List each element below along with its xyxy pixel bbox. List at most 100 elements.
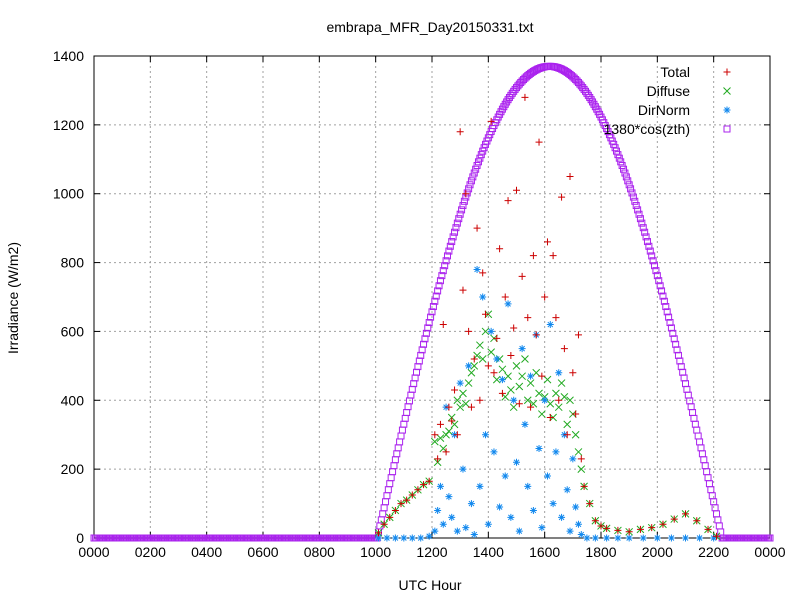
dirnorm-point: [493, 355, 501, 363]
dirnorm-point: [566, 527, 574, 535]
dirnorm-point: [591, 534, 599, 542]
clear-sky-point: [639, 224, 647, 232]
clear-sky-point: [400, 420, 408, 428]
total-point: [693, 517, 701, 525]
dirnorm-point: [479, 293, 487, 301]
total-series: [374, 93, 720, 540]
dirnorm-point: [549, 500, 557, 508]
dirnorm-point: [569, 455, 577, 463]
dirnorm-point: [484, 520, 492, 528]
total-point: [482, 310, 490, 318]
clear-sky-point: [629, 193, 637, 201]
total-point: [451, 386, 459, 394]
x-tick-label: 1600: [529, 544, 560, 560]
diffuse-point: [436, 434, 445, 443]
dirnorm-point: [400, 534, 408, 542]
clear-sky-point: [696, 438, 704, 446]
clear-sky-point: [697, 444, 705, 452]
diffuse-point: [560, 392, 569, 401]
clear-sky-point: [424, 324, 432, 332]
diffuse-point: [445, 427, 453, 436]
total-point: [555, 396, 563, 404]
total-point: [558, 193, 566, 201]
dirnorm-point: [408, 534, 416, 542]
clear-sky-point: [384, 486, 392, 494]
dirnorm-point: [445, 493, 453, 501]
clear-sky-point: [463, 189, 471, 197]
clear-sky-point: [422, 329, 430, 337]
clear-sky-point: [393, 450, 401, 458]
total-point: [436, 420, 444, 428]
dirnorm-point: [541, 396, 549, 404]
clear-sky-point: [466, 181, 474, 189]
clear-sky-point: [443, 252, 451, 260]
clear-sky-point: [698, 450, 706, 458]
dirnorm-point: [527, 372, 535, 380]
diffuse-point: [526, 379, 535, 387]
dirnorm-point: [521, 420, 529, 428]
total-point: [484, 362, 492, 370]
dirnorm-point: [465, 362, 473, 370]
total-point: [518, 272, 526, 280]
clear-sky-point: [656, 282, 664, 290]
clear-sky-point: [652, 267, 660, 275]
y-axis-label: Irradiance (W/m2): [5, 242, 21, 354]
total-point: [408, 491, 416, 499]
clear-sky-point: [432, 292, 440, 300]
total-point: [563, 431, 571, 439]
diffuse-point: [464, 379, 473, 387]
clear-sky-point: [383, 492, 391, 500]
total-point: [597, 522, 605, 530]
clear-sky-point: [667, 324, 675, 332]
total-point: [439, 321, 447, 329]
clear-sky-point: [631, 197, 639, 205]
clear-sky-point: [648, 252, 656, 260]
total-point: [572, 410, 580, 418]
diffuse-point: [478, 355, 487, 363]
dirnorm-point: [515, 527, 523, 535]
clear-sky-point: [715, 522, 723, 530]
clear-sky-point: [438, 272, 446, 280]
clear-sky-point: [469, 173, 477, 181]
total-point: [386, 513, 394, 521]
clear-sky-point: [618, 161, 626, 169]
dirnorm-point: [383, 534, 391, 542]
clear-sky-point: [401, 414, 409, 422]
clear-sky-point: [705, 480, 713, 488]
diffuse-point: [512, 362, 521, 370]
clear-sky-point: [379, 510, 387, 518]
legend-label: Diffuse: [647, 83, 691, 99]
clear-sky-point: [434, 287, 442, 295]
clear-sky-point: [653, 272, 661, 280]
clear-sky-point: [398, 426, 406, 434]
dirnorm-point: [448, 513, 456, 521]
diffuse-point: [537, 410, 546, 418]
diffuse-point: [523, 396, 532, 405]
dirnorm-point: [456, 379, 464, 387]
clear-sky-point: [670, 335, 678, 343]
total-point: [420, 481, 428, 489]
diffuse-point: [574, 448, 583, 456]
clear-sky-point: [476, 154, 484, 162]
total-point: [560, 345, 568, 353]
dirnorm-point: [467, 500, 475, 508]
grid-lines: [94, 56, 770, 538]
total-point: [648, 524, 656, 532]
total-point: [507, 352, 515, 360]
total-point: [723, 68, 731, 76]
dirnorm-point: [682, 534, 689, 542]
clear-sky-point: [404, 403, 412, 411]
clear-sky-point: [669, 329, 677, 337]
clear-sky-point: [658, 287, 666, 295]
clear-sky-point: [449, 233, 457, 241]
diffuse-point: [461, 399, 470, 408]
dirnorm-point: [507, 513, 515, 521]
total-point: [513, 186, 520, 194]
diffuse-point: [546, 399, 555, 408]
total-point: [659, 520, 667, 528]
clear-sky-point: [714, 516, 722, 524]
clear-sky-point: [413, 368, 421, 376]
clear-sky-point: [456, 210, 464, 218]
clear-sky-point: [682, 380, 689, 388]
total-point: [524, 314, 532, 322]
